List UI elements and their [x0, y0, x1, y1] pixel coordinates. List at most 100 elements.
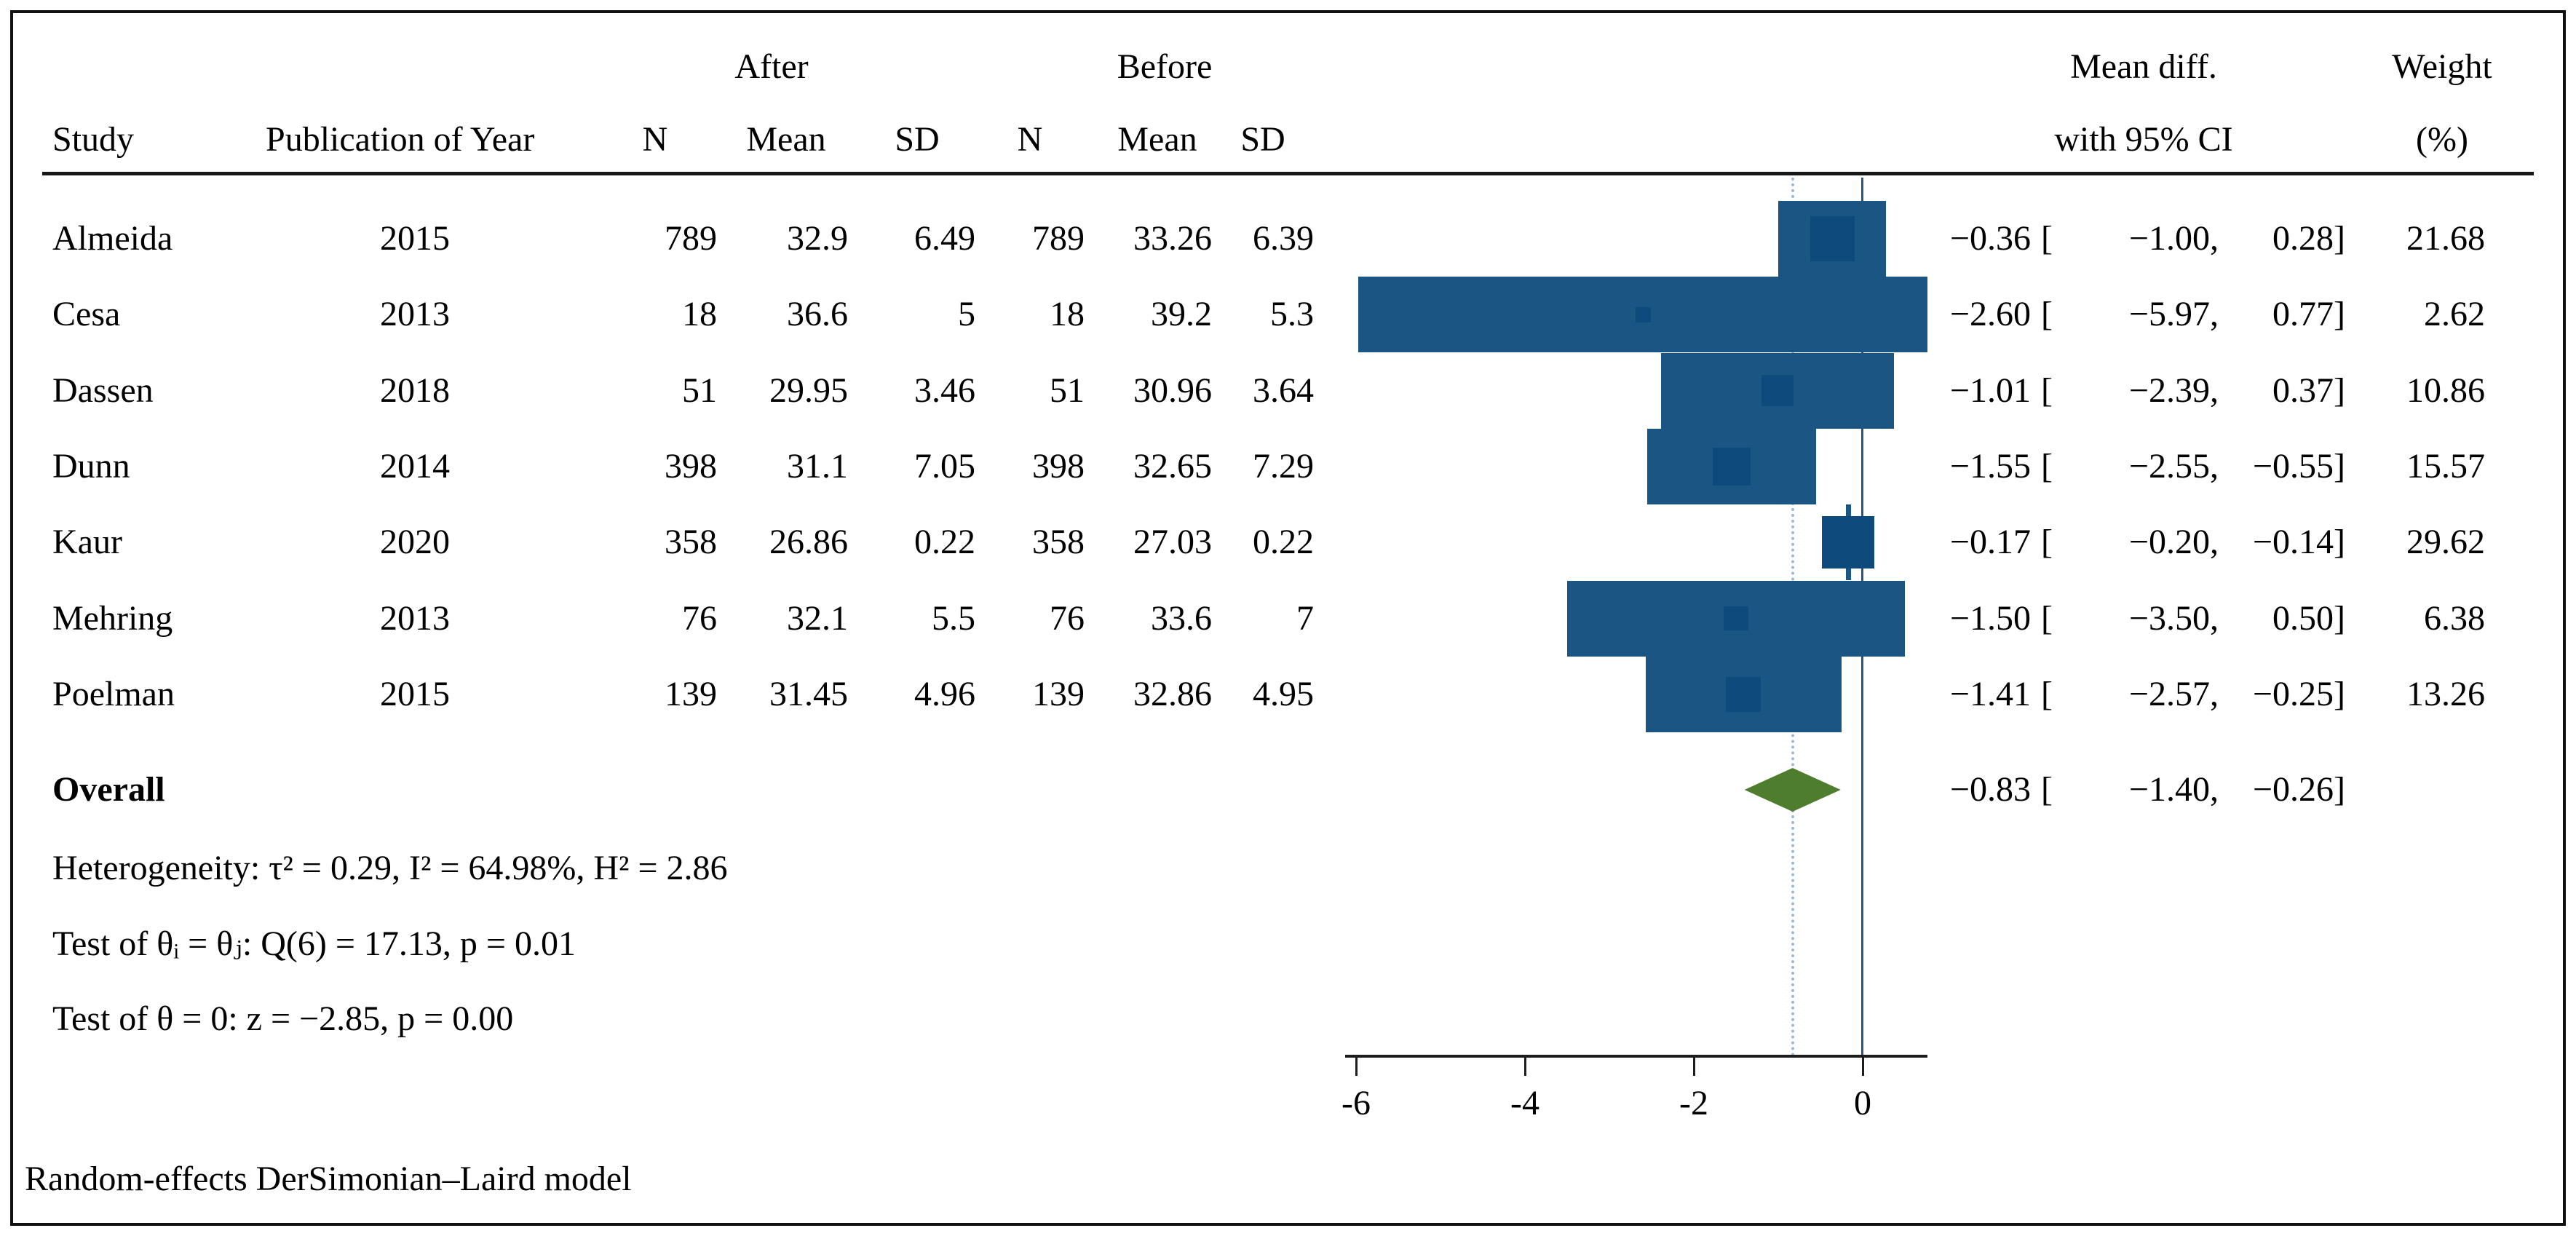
bracket-open: [ [2041, 295, 2053, 334]
estimate-cell: −1.55 [1949, 446, 2031, 486]
bracket-close: ] [2334, 446, 2345, 486]
bracket-open: [ [2041, 371, 2053, 410]
study-row: Poelman 2015 139 31.45 4.96 139 32.86 4.… [0, 656, 2576, 732]
comma: , [2210, 446, 2219, 486]
column-header-n-before: N [1017, 120, 1043, 159]
weight-cell: 6.38 [2424, 598, 2485, 638]
bracket-close: ] [2334, 219, 2345, 258]
study-row: Mehring 2013 76 32.1 5.5 76 33.6 7 −1.50… [0, 580, 2576, 657]
year-cell: 2020 [380, 523, 450, 562]
overall-bracket-close: ] [2334, 770, 2345, 809]
sd-before-cell: 7 [1296, 598, 1314, 638]
mean-before-cell: 30.96 [1133, 371, 1212, 410]
estimate-cell: −1.50 [1949, 598, 2031, 638]
column-header-study: Study [52, 120, 135, 159]
x-axis-tick [1523, 1057, 1526, 1076]
study-name-cell: Dunn [52, 446, 130, 486]
ci-lower-cell: −1.00 [2128, 219, 2210, 258]
weight-cell: 21.68 [2406, 219, 2485, 258]
year-cell: 2018 [380, 371, 450, 410]
effect-size-square-marker [1822, 516, 1875, 569]
study-row: Dassen 2018 51 29.95 3.46 51 30.96 3.64 … [0, 352, 2576, 429]
mean-before-cell: 27.03 [1133, 523, 1212, 562]
sd-before-cell: 0.22 [1253, 523, 1314, 562]
mean-after-cell: 29.95 [769, 371, 848, 410]
x-tick-label: -6 [1341, 1084, 1371, 1122]
comma: , [2210, 295, 2219, 334]
study-row: Almeida 2015 789 32.9 6.49 789 33.26 6.3… [0, 201, 2576, 277]
column-header-sd-before: SD [1240, 120, 1285, 159]
sd-after-cell: 5 [958, 295, 975, 334]
mean-after-cell: 32.9 [787, 219, 848, 258]
effect-size-square-marker [1635, 306, 1652, 322]
mean-after-cell: 31.45 [769, 674, 848, 713]
ci-lower-cell: −5.97 [2128, 295, 2210, 334]
year-cell: 2014 [380, 446, 450, 486]
ci-upper-cell: 0.28 [2272, 219, 2334, 258]
weight-cell: 29.62 [2406, 523, 2485, 562]
ci-lower-cell: −0.20 [2128, 523, 2210, 562]
column-header-sd-after: SD [895, 120, 940, 159]
study-name-cell: Poelman [52, 674, 175, 713]
comma: , [2210, 219, 2219, 258]
effect-size-square-marker [1724, 606, 1748, 631]
study-row: Dunn 2014 398 31.1 7.05 398 32.65 7.29 −… [0, 428, 2576, 504]
effect-size-square-marker [1810, 216, 1855, 261]
ci-lower-cell: −2.57 [2128, 674, 2210, 713]
header-rule [42, 172, 2534, 175]
year-cell: 2013 [380, 295, 450, 334]
overall-bracket-open: [ [2041, 770, 2053, 809]
effect-size-square-marker [1761, 374, 1794, 407]
year-cell: 2015 [380, 674, 450, 713]
mean-after-cell: 31.1 [787, 446, 848, 486]
study-row: Kaur 2020 358 26.86 0.22 358 27.03 0.22 … [0, 504, 2576, 581]
estimate-cell: −2.60 [1949, 295, 2031, 334]
mean-before-cell: 33.26 [1133, 219, 1212, 258]
ci-upper-cell: −0.25 [2252, 674, 2334, 713]
bracket-open: [ [2041, 598, 2053, 638]
sd-after-cell: 4.96 [914, 674, 975, 713]
bracket-open: [ [2041, 674, 2053, 713]
column-header-mean-after: Mean [746, 120, 826, 159]
model-note: Random-effects DerSimonian–Laird model [25, 1160, 632, 1198]
figure-border [10, 10, 2566, 1226]
comma: , [2210, 523, 2219, 562]
column-group-before-label: Before [1117, 47, 1213, 86]
bracket-open: [ [2041, 219, 2053, 258]
column-header-weight-line2: (%) [2416, 120, 2468, 159]
x-axis-tick [1861, 1057, 1864, 1076]
n-after-cell: 398 [665, 446, 717, 486]
comma: , [2210, 371, 2219, 410]
ci-upper-cell: −0.55 [2252, 446, 2334, 486]
overall-effect-test-stats: Test of θ = 0: z = −2.85, p = 0.00 [52, 999, 514, 1038]
x-tick-label: -4 [1510, 1084, 1539, 1122]
homogeneity-test-stats: Test of θᵢ = θⱼ: Q(6) = 17.13, p = 0.01 [52, 924, 576, 963]
estimate-cell: −1.01 [1949, 371, 2031, 410]
overall-label: Overall [52, 770, 165, 809]
mean-after-cell: 36.6 [787, 295, 848, 334]
column-header-mean-before: Mean [1117, 120, 1197, 159]
n-after-cell: 51 [682, 371, 717, 410]
column-header-weight-line1: Weight [2392, 47, 2492, 86]
column-header-year: Publication of Year [266, 120, 535, 159]
ci-lower-cell: −3.50 [2128, 598, 2210, 638]
n-after-cell: 139 [665, 674, 717, 713]
n-after-cell: 76 [682, 598, 717, 638]
mean-after-cell: 32.1 [787, 598, 848, 638]
sd-after-cell: 6.49 [914, 219, 975, 258]
sd-after-cell: 7.05 [914, 446, 975, 486]
overall-comma: , [2210, 770, 2219, 809]
sd-before-cell: 4.95 [1253, 674, 1314, 713]
x-axis-line [1345, 1055, 1927, 1058]
n-before-cell: 139 [1032, 674, 1085, 713]
year-cell: 2013 [380, 598, 450, 638]
ci-upper-cell: 0.37 [2272, 371, 2334, 410]
bracket-open: [ [2041, 523, 2053, 562]
ci-upper-cell: 0.50 [2272, 598, 2334, 638]
n-before-cell: 358 [1032, 523, 1085, 562]
ci-lower-cell: −2.55 [2128, 446, 2210, 486]
weight-cell: 15.57 [2406, 446, 2485, 486]
heterogeneity-stats: Heterogeneity: τ² = 0.29, I² = 64.98%, H… [52, 849, 728, 887]
mean-before-cell: 32.86 [1133, 674, 1212, 713]
study-row: Cesa 2013 18 36.6 5 18 39.2 5.3 −2.60 [ … [0, 277, 2576, 353]
